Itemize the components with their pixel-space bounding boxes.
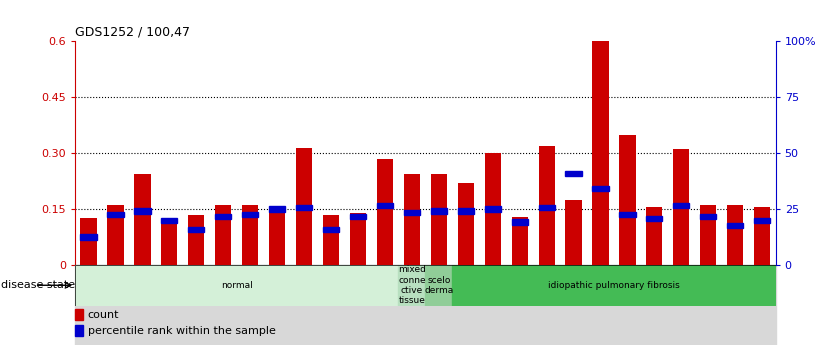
Bar — [75, 265, 102, 345]
Bar — [156, 265, 183, 345]
Bar — [269, 206, 285, 212]
Bar — [377, 159, 393, 265]
Bar — [399, 265, 425, 345]
Bar — [425, 265, 452, 345]
Bar — [215, 205, 231, 265]
Bar — [371, 265, 399, 345]
Bar — [134, 174, 150, 265]
Text: normal: normal — [221, 281, 253, 290]
Bar — [620, 212, 636, 217]
Bar — [425, 265, 452, 306]
Bar — [404, 174, 420, 265]
Bar — [673, 203, 690, 208]
Bar — [592, 40, 609, 265]
Bar — [242, 205, 259, 265]
Bar — [75, 309, 83, 320]
Bar — [75, 265, 399, 306]
Bar — [668, 265, 695, 345]
Bar — [350, 214, 366, 219]
Bar — [210, 265, 237, 345]
Bar — [183, 265, 210, 345]
Bar — [485, 153, 500, 265]
Bar — [430, 208, 447, 214]
Bar — [242, 212, 259, 217]
Bar — [485, 206, 500, 212]
Bar — [161, 220, 178, 265]
Bar — [452, 265, 480, 345]
Bar — [673, 149, 690, 265]
Bar — [296, 148, 312, 265]
Bar — [318, 265, 344, 345]
Bar — [264, 265, 290, 345]
Bar — [404, 210, 420, 215]
Bar — [641, 265, 668, 345]
Bar — [646, 207, 662, 265]
Bar — [749, 265, 776, 345]
Text: scelo
derma: scelo derma — [425, 276, 454, 295]
Bar — [539, 205, 555, 210]
Bar — [80, 234, 97, 240]
Bar — [237, 265, 264, 345]
Bar — [458, 208, 474, 214]
Bar — [646, 216, 662, 221]
Bar — [108, 205, 123, 265]
Bar — [290, 265, 318, 345]
Bar — [323, 227, 339, 232]
Bar — [188, 227, 204, 232]
Bar — [511, 219, 528, 225]
Bar — [399, 265, 425, 306]
Bar — [215, 214, 231, 219]
Bar — [721, 265, 749, 345]
Bar — [695, 265, 721, 345]
Bar — [350, 213, 366, 265]
Bar — [511, 217, 528, 265]
Bar — [458, 183, 474, 265]
Bar — [80, 218, 97, 265]
Bar — [701, 205, 716, 265]
Bar — [344, 265, 371, 345]
Text: disease state: disease state — [1, 280, 75, 290]
Bar — [620, 135, 636, 265]
Text: idiopathic pulmonary fibrosis: idiopathic pulmonary fibrosis — [548, 281, 680, 290]
Bar — [102, 265, 129, 345]
Bar — [506, 265, 533, 345]
Bar — [701, 214, 716, 219]
Bar — [75, 325, 83, 336]
Bar — [480, 265, 506, 345]
Bar — [754, 207, 771, 265]
Bar — [560, 265, 587, 345]
Bar — [377, 203, 393, 208]
Text: percentile rank within the sample: percentile rank within the sample — [88, 326, 275, 336]
Bar — [565, 171, 581, 176]
Bar — [430, 174, 447, 265]
Text: GDS1252 / 100,47: GDS1252 / 100,47 — [75, 26, 190, 39]
Bar — [614, 265, 641, 345]
Bar — [539, 146, 555, 265]
Bar — [161, 218, 178, 223]
Bar — [296, 205, 312, 210]
Text: count: count — [88, 310, 119, 320]
Bar — [754, 218, 771, 223]
Bar — [565, 200, 581, 265]
Bar — [587, 265, 614, 345]
Text: mixed
conne
ctive
tissue: mixed conne ctive tissue — [398, 265, 426, 305]
Bar — [452, 265, 776, 306]
Bar — [323, 215, 339, 265]
Bar — [592, 186, 609, 191]
Bar — [188, 215, 204, 265]
Bar — [727, 205, 743, 265]
Bar — [727, 223, 743, 228]
Bar — [533, 265, 560, 345]
Bar — [129, 265, 156, 345]
Bar — [269, 207, 285, 265]
Bar — [134, 208, 150, 214]
Bar — [108, 212, 123, 217]
